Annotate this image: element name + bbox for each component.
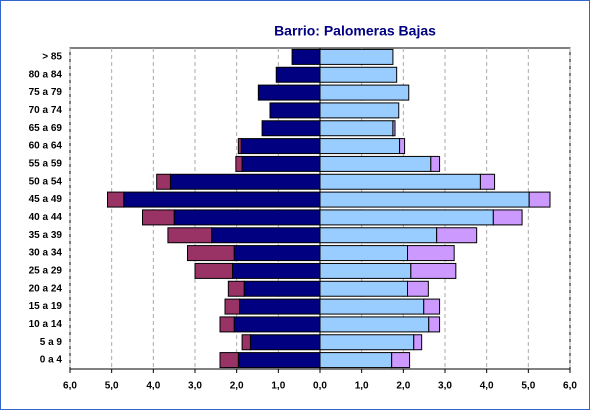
bar — [528, 191, 551, 208]
bar — [319, 298, 425, 315]
bar — [241, 334, 251, 351]
y-tick-label: 80 a 84 — [29, 69, 63, 80]
bar — [319, 120, 394, 137]
bar — [240, 138, 321, 155]
bar — [224, 298, 241, 315]
bar — [319, 155, 432, 172]
bar — [243, 280, 321, 297]
bar — [257, 84, 321, 101]
bar — [319, 262, 412, 279]
bar — [492, 209, 523, 226]
bar — [319, 138, 401, 155]
bar — [319, 352, 393, 369]
bar — [399, 138, 406, 155]
bar — [319, 66, 398, 83]
bar — [423, 298, 441, 315]
y-tick-label: 25 a 29 — [29, 266, 63, 277]
bar — [413, 334, 423, 351]
bar — [319, 209, 494, 226]
x-tick-label: 0,0 — [313, 381, 327, 392]
x-tick-label: 4,0 — [146, 381, 160, 392]
bar — [319, 334, 415, 351]
bar — [319, 173, 481, 190]
bar — [430, 155, 441, 172]
bar — [249, 334, 321, 351]
bar — [319, 102, 400, 119]
bar — [275, 66, 321, 83]
y-tick-label: 15 a 19 — [29, 301, 63, 312]
bar — [436, 227, 478, 244]
x-tick-label: 3,0 — [188, 381, 202, 392]
bar — [235, 155, 243, 172]
y-tick-label: 35 a 39 — [29, 230, 63, 241]
bar — [319, 245, 408, 262]
y-tick-label: 30 a 34 — [29, 248, 63, 259]
bar — [291, 48, 321, 65]
y-tick-label: 50 a 54 — [29, 176, 63, 187]
bar — [428, 316, 441, 333]
bar — [211, 227, 321, 244]
x-tick-label: 1,0 — [271, 381, 285, 392]
bar — [269, 102, 321, 119]
x-tick-label: 2,0 — [230, 381, 244, 392]
bar — [227, 280, 245, 297]
bar — [319, 316, 430, 333]
bar — [194, 262, 233, 279]
y-tick-label: 20 a 24 — [29, 283, 63, 294]
x-tick-label: 5,0 — [105, 381, 119, 392]
bar — [261, 120, 321, 137]
bar — [142, 209, 175, 226]
bar — [391, 352, 411, 369]
chart-title: Barrio: Palomeras Bajas — [274, 23, 436, 39]
bar — [156, 173, 171, 190]
x-tick-label: 1,0 — [355, 381, 369, 392]
bar — [107, 191, 125, 208]
bar — [392, 120, 396, 137]
y-tick-label: 60 a 64 — [29, 141, 63, 152]
y-tick-label: 70 a 74 — [29, 105, 63, 116]
x-tick-label: 3,0 — [438, 381, 452, 392]
y-tick-label: 40 a 44 — [29, 212, 63, 223]
bar — [233, 316, 321, 333]
bar — [169, 173, 321, 190]
x-tick-label: 2,0 — [396, 381, 410, 392]
y-tick-label: 0 a 4 — [40, 355, 63, 366]
bar — [410, 262, 457, 279]
y-tick-label: > 85 — [42, 52, 62, 63]
bar — [237, 138, 242, 155]
bar — [219, 316, 235, 333]
bar — [232, 262, 321, 279]
y-tick-label: 5 a 9 — [40, 337, 63, 348]
x-tick-label: 4,0 — [480, 381, 494, 392]
bar — [123, 191, 321, 208]
y-tick-label: 65 a 69 — [29, 123, 63, 134]
bar — [239, 298, 321, 315]
bar — [407, 245, 455, 262]
bar — [319, 191, 530, 208]
y-tick-label: 45 a 49 — [29, 194, 63, 205]
bar — [319, 48, 394, 65]
bar — [233, 245, 321, 262]
bar — [319, 280, 408, 297]
bar — [237, 352, 321, 369]
bar — [241, 155, 321, 172]
x-tick-label: 5,0 — [521, 381, 535, 392]
y-tick-label: 10 a 14 — [29, 319, 63, 330]
bar — [187, 245, 235, 262]
bar — [479, 173, 496, 190]
bar — [167, 227, 213, 244]
bar — [173, 209, 321, 226]
bar — [407, 280, 429, 297]
y-tick-label: 55 a 59 — [29, 159, 63, 170]
y-tick-label: 75 a 79 — [29, 87, 63, 98]
bar — [319, 227, 438, 244]
x-tick-label: 6,0 — [63, 381, 77, 392]
bar — [319, 84, 410, 101]
x-tick-label: 6,0 — [563, 381, 577, 392]
bar — [219, 352, 239, 369]
